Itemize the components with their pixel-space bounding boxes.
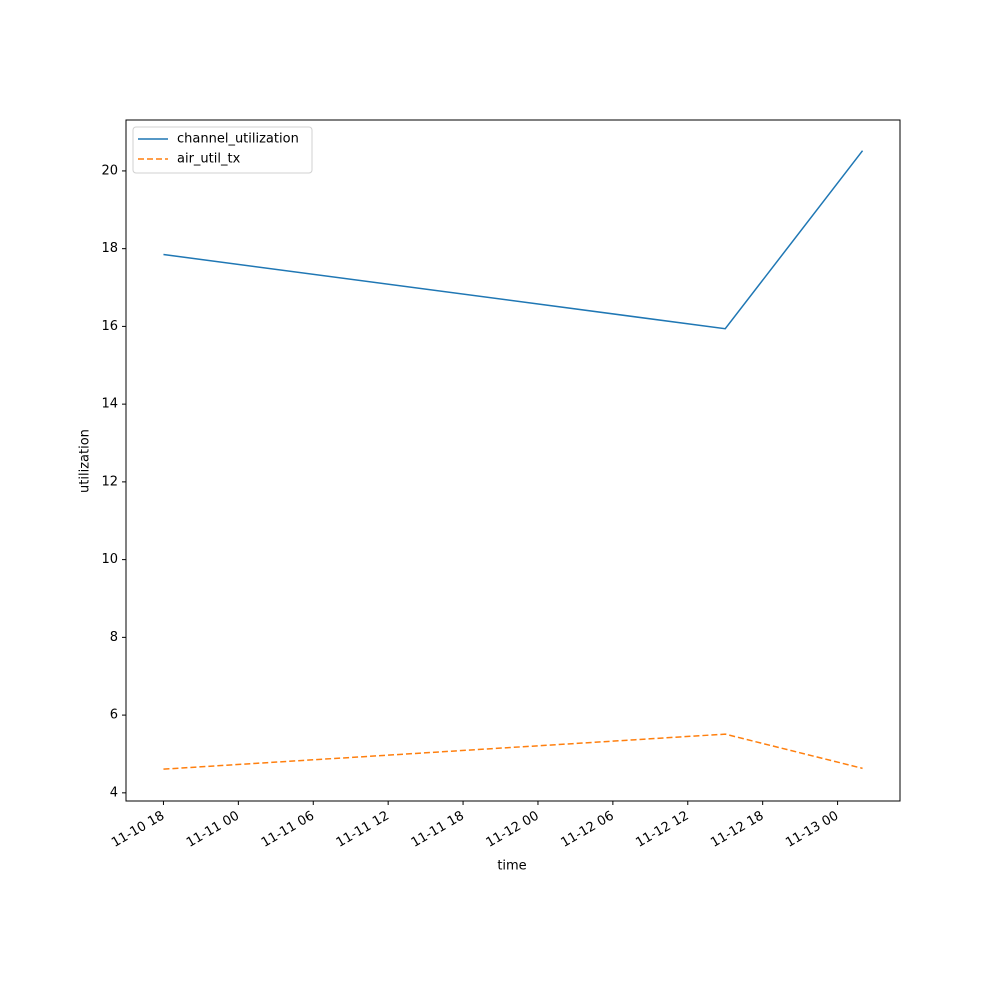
axes-frame: [125, 119, 901, 802]
y-tick-label: 18: [101, 241, 118, 256]
x-tick-label: 11-11 06: [259, 809, 317, 851]
x-tick-label: 11-11 18: [409, 809, 467, 851]
y-tick-label: 8: [110, 630, 118, 645]
x-tick-label: 11-13 00: [783, 809, 841, 851]
data-line: [163, 733, 863, 770]
y-tick-label: 20: [101, 163, 118, 178]
y-tick-label: 10: [101, 552, 118, 567]
x-tick-label: 11-12 18: [708, 809, 766, 851]
x-tick-label: 11-12 00: [484, 809, 542, 851]
x-tick-label: 11-10 18: [109, 809, 167, 851]
y-axis-label: utilization: [78, 429, 93, 493]
legend-box: [132, 126, 313, 174]
y-tick-label: 14: [101, 397, 118, 412]
x-tick-label: 11-12 12: [633, 809, 691, 851]
x-axis-label: time: [497, 859, 526, 874]
legend-label: channel_utilization: [177, 132, 299, 147]
legend-label: air_util_tx: [177, 152, 241, 167]
y-tick-label: 4: [110, 785, 118, 800]
y-tick-label: 16: [101, 319, 118, 334]
x-tick-label: 11-12 06: [558, 809, 616, 851]
y-tick-label: 6: [110, 708, 118, 723]
data-line: [163, 150, 864, 330]
x-tick-label: 11-11 00: [184, 809, 242, 851]
x-tick-label: 11-11 12: [334, 809, 392, 851]
y-tick-label: 12: [101, 474, 118, 489]
